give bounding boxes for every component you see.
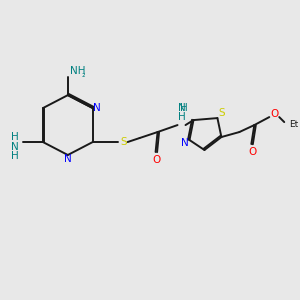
Text: S: S: [120, 137, 127, 147]
Text: N: N: [178, 103, 185, 113]
Text: NH: NH: [70, 66, 85, 76]
Text: O: O: [152, 155, 161, 165]
Text: N: N: [11, 142, 19, 152]
Text: N: N: [64, 154, 72, 164]
Text: O: O: [270, 109, 278, 119]
Text: S: S: [218, 108, 225, 118]
Text: ₂: ₂: [82, 70, 85, 79]
Text: H: H: [180, 103, 188, 113]
Text: N: N: [181, 138, 188, 148]
Text: H: H: [178, 112, 185, 122]
Text: N: N: [93, 103, 100, 113]
Text: O: O: [248, 147, 256, 157]
Text: Et: Et: [289, 120, 298, 129]
Text: H: H: [11, 151, 19, 161]
Text: H: H: [11, 132, 19, 142]
